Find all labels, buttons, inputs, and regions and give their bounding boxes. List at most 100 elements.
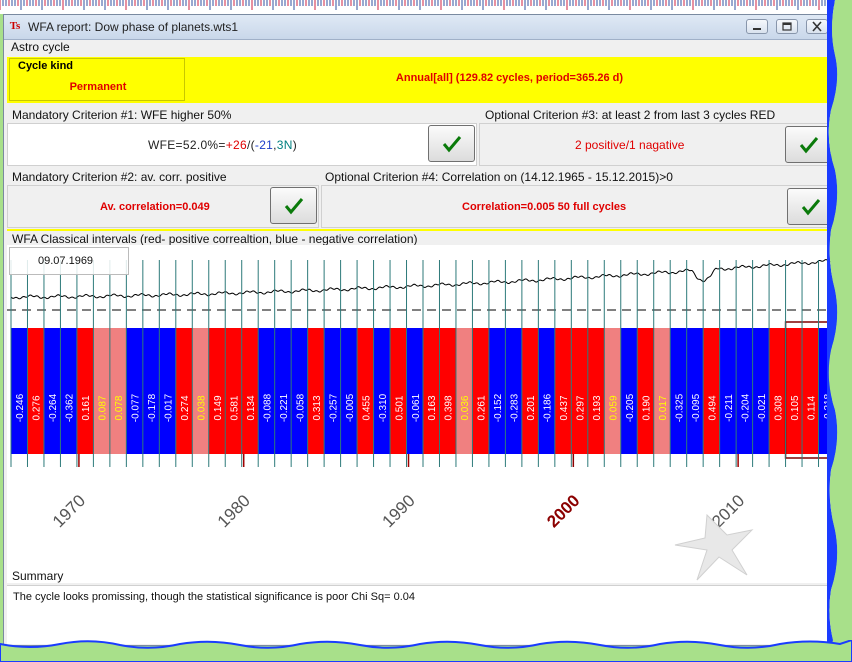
interval-bar-label: -0.310 xyxy=(378,393,389,422)
interval-bar xyxy=(488,328,506,454)
interval-bar-label: -0.178 xyxy=(147,393,158,422)
interval-bar xyxy=(538,328,556,454)
interval-bar xyxy=(785,328,803,454)
year-tick-label: 1990 xyxy=(379,491,419,531)
interval-bar xyxy=(274,328,292,454)
interval-bar-label: 0.297 xyxy=(576,395,587,420)
criterion2-panel: Av. correlation=0.049 xyxy=(7,185,319,228)
check-icon xyxy=(801,199,821,216)
wfe-value: WFE=52.0%=+26/(-21,3N) xyxy=(148,138,298,152)
criterion4-value: Correlation=0.005 50 full cycles xyxy=(462,201,627,213)
interval-bar xyxy=(571,328,589,454)
app-icon: Ts xyxy=(9,20,21,32)
interval-bar-label: 0.059 xyxy=(609,395,620,420)
criterion1-check-button[interactable] xyxy=(428,125,475,162)
interval-bar xyxy=(126,328,144,454)
intervals-chart: -0.246 0.276 -0.264 -0.362 0.161 0.087 0.078 -0… xyxy=(7,245,836,583)
cycle-kind-label: Cycle kind xyxy=(18,60,74,72)
interval-bar-label: -0.204 xyxy=(740,393,751,422)
interval-bar-label: 0.114 xyxy=(806,395,817,420)
year-tick-label: 2000 xyxy=(543,491,583,531)
interval-bar-label: 0.581 xyxy=(229,395,240,420)
criterion3-panel: 2 positive/1 nagative xyxy=(479,123,832,166)
interval-bar-label: 0.149 xyxy=(213,395,224,420)
minimize-icon xyxy=(753,28,761,30)
interval-bar-label: 0.163 xyxy=(427,395,438,420)
interval-bar xyxy=(43,328,61,454)
report-window: Ts WFA report: Dow phase of planets.wts1… xyxy=(3,14,836,646)
interval-bar xyxy=(637,328,655,454)
interval-bar-label: 0.036 xyxy=(460,395,471,420)
interval-bar-label: -0.205 xyxy=(625,393,636,422)
torn-edge-right xyxy=(827,0,852,662)
interval-bar-label: 0.193 xyxy=(592,395,603,420)
interval-bar-label: 0.134 xyxy=(246,395,257,420)
interval-bar xyxy=(175,328,193,454)
interval-bar xyxy=(472,328,490,454)
interval-bar-label: -0.221 xyxy=(279,393,290,422)
cycle-band: Cycle kind Permanent Annual[all] (129.82… xyxy=(7,57,832,103)
interval-bar-label: -0.088 xyxy=(262,393,273,422)
interval-bar xyxy=(736,328,753,454)
title-bar[interactable]: Ts WFA report: Dow phase of planets.wts1 xyxy=(4,15,831,40)
interval-bar xyxy=(93,328,111,454)
interval-bar xyxy=(604,328,622,454)
interval-bar-label: 0.313 xyxy=(312,395,323,420)
interval-bar-label: -0.325 xyxy=(674,393,685,422)
interval-bar xyxy=(307,328,325,454)
criterion3-check-button[interactable] xyxy=(785,126,832,163)
interval-bar-label: -0.362 xyxy=(65,393,76,422)
interval-bar-label: 0.455 xyxy=(361,395,372,420)
interval-bar-label: 0.201 xyxy=(526,395,537,420)
date-box: 09.07.1969 xyxy=(9,247,129,275)
summary-box: The cycle looks promissing, though the s… xyxy=(7,585,832,644)
interval-bar xyxy=(291,328,309,454)
maximize-icon xyxy=(782,22,792,31)
cycle-kind-value: Permanent xyxy=(69,81,127,93)
interval-bar xyxy=(686,328,704,454)
maximize-button[interactable] xyxy=(776,19,798,34)
astro-cycle-label: Astro cycle xyxy=(11,40,70,54)
interval-bar-label: -0.061 xyxy=(411,393,422,422)
interval-bar-label: -0.005 xyxy=(345,393,356,422)
interval-bar xyxy=(703,328,721,454)
intervals-chart-svg: -0.246 0.276 -0.264 -0.362 0.161 0.087 0.078 -0… xyxy=(7,258,836,581)
year-tick-label: 1970 xyxy=(49,491,89,531)
interval-bar xyxy=(142,328,160,454)
interval-bar-label: 0.437 xyxy=(559,395,570,420)
interval-bar-label: 0.276 xyxy=(32,395,43,420)
interval-bar xyxy=(521,328,539,454)
torn-edge-bottom xyxy=(0,640,852,662)
interval-bar-label: 0.494 xyxy=(707,395,718,420)
interval-bar-label: 0.161 xyxy=(81,395,92,420)
interval-bar-label: 0.105 xyxy=(790,395,801,420)
criterion3-value: 2 positive/1 nagative xyxy=(575,138,685,152)
criterion1-label: Mandatory Criterion #1: WFE higher 50% xyxy=(12,108,232,122)
interval-bar xyxy=(373,328,391,454)
criterion2-check-button[interactable] xyxy=(270,187,317,224)
interval-bar xyxy=(159,328,177,454)
interval-bar-label: -0.058 xyxy=(295,393,306,422)
interval-bar xyxy=(620,328,638,454)
background-strip xyxy=(0,0,852,14)
window-title: WFA report: Dow phase of planets.wts1 xyxy=(28,20,239,34)
interval-bar-label: 0.261 xyxy=(477,395,488,420)
criterion3-label: Optional Criterion #3: at least 2 from l… xyxy=(485,108,776,122)
check-icon xyxy=(799,137,819,154)
background-ticks xyxy=(0,0,850,10)
interval-bar xyxy=(406,328,424,454)
interval-bar-label: 0.017 xyxy=(658,395,669,420)
annual-cycle-text: Annual[all] (129.82 cycles, period=365.2… xyxy=(395,72,624,84)
close-icon xyxy=(812,21,822,32)
interval-bar xyxy=(340,328,358,454)
interval-bar-label: 0.308 xyxy=(773,395,784,420)
interval-bar xyxy=(653,328,671,454)
summary-text: The cycle looks promissing, though the s… xyxy=(13,591,416,603)
criterion4-panel: Correlation=0.005 50 full cycles xyxy=(321,185,834,228)
interval-bar-label: -0.017 xyxy=(164,393,175,422)
interval-bar xyxy=(423,328,440,454)
minimize-button[interactable] xyxy=(746,19,768,34)
criterion1-panel: WFE=52.0%=+26/(-21,3N) xyxy=(7,123,477,166)
interval-bar xyxy=(390,328,407,454)
close-button[interactable] xyxy=(806,19,828,34)
